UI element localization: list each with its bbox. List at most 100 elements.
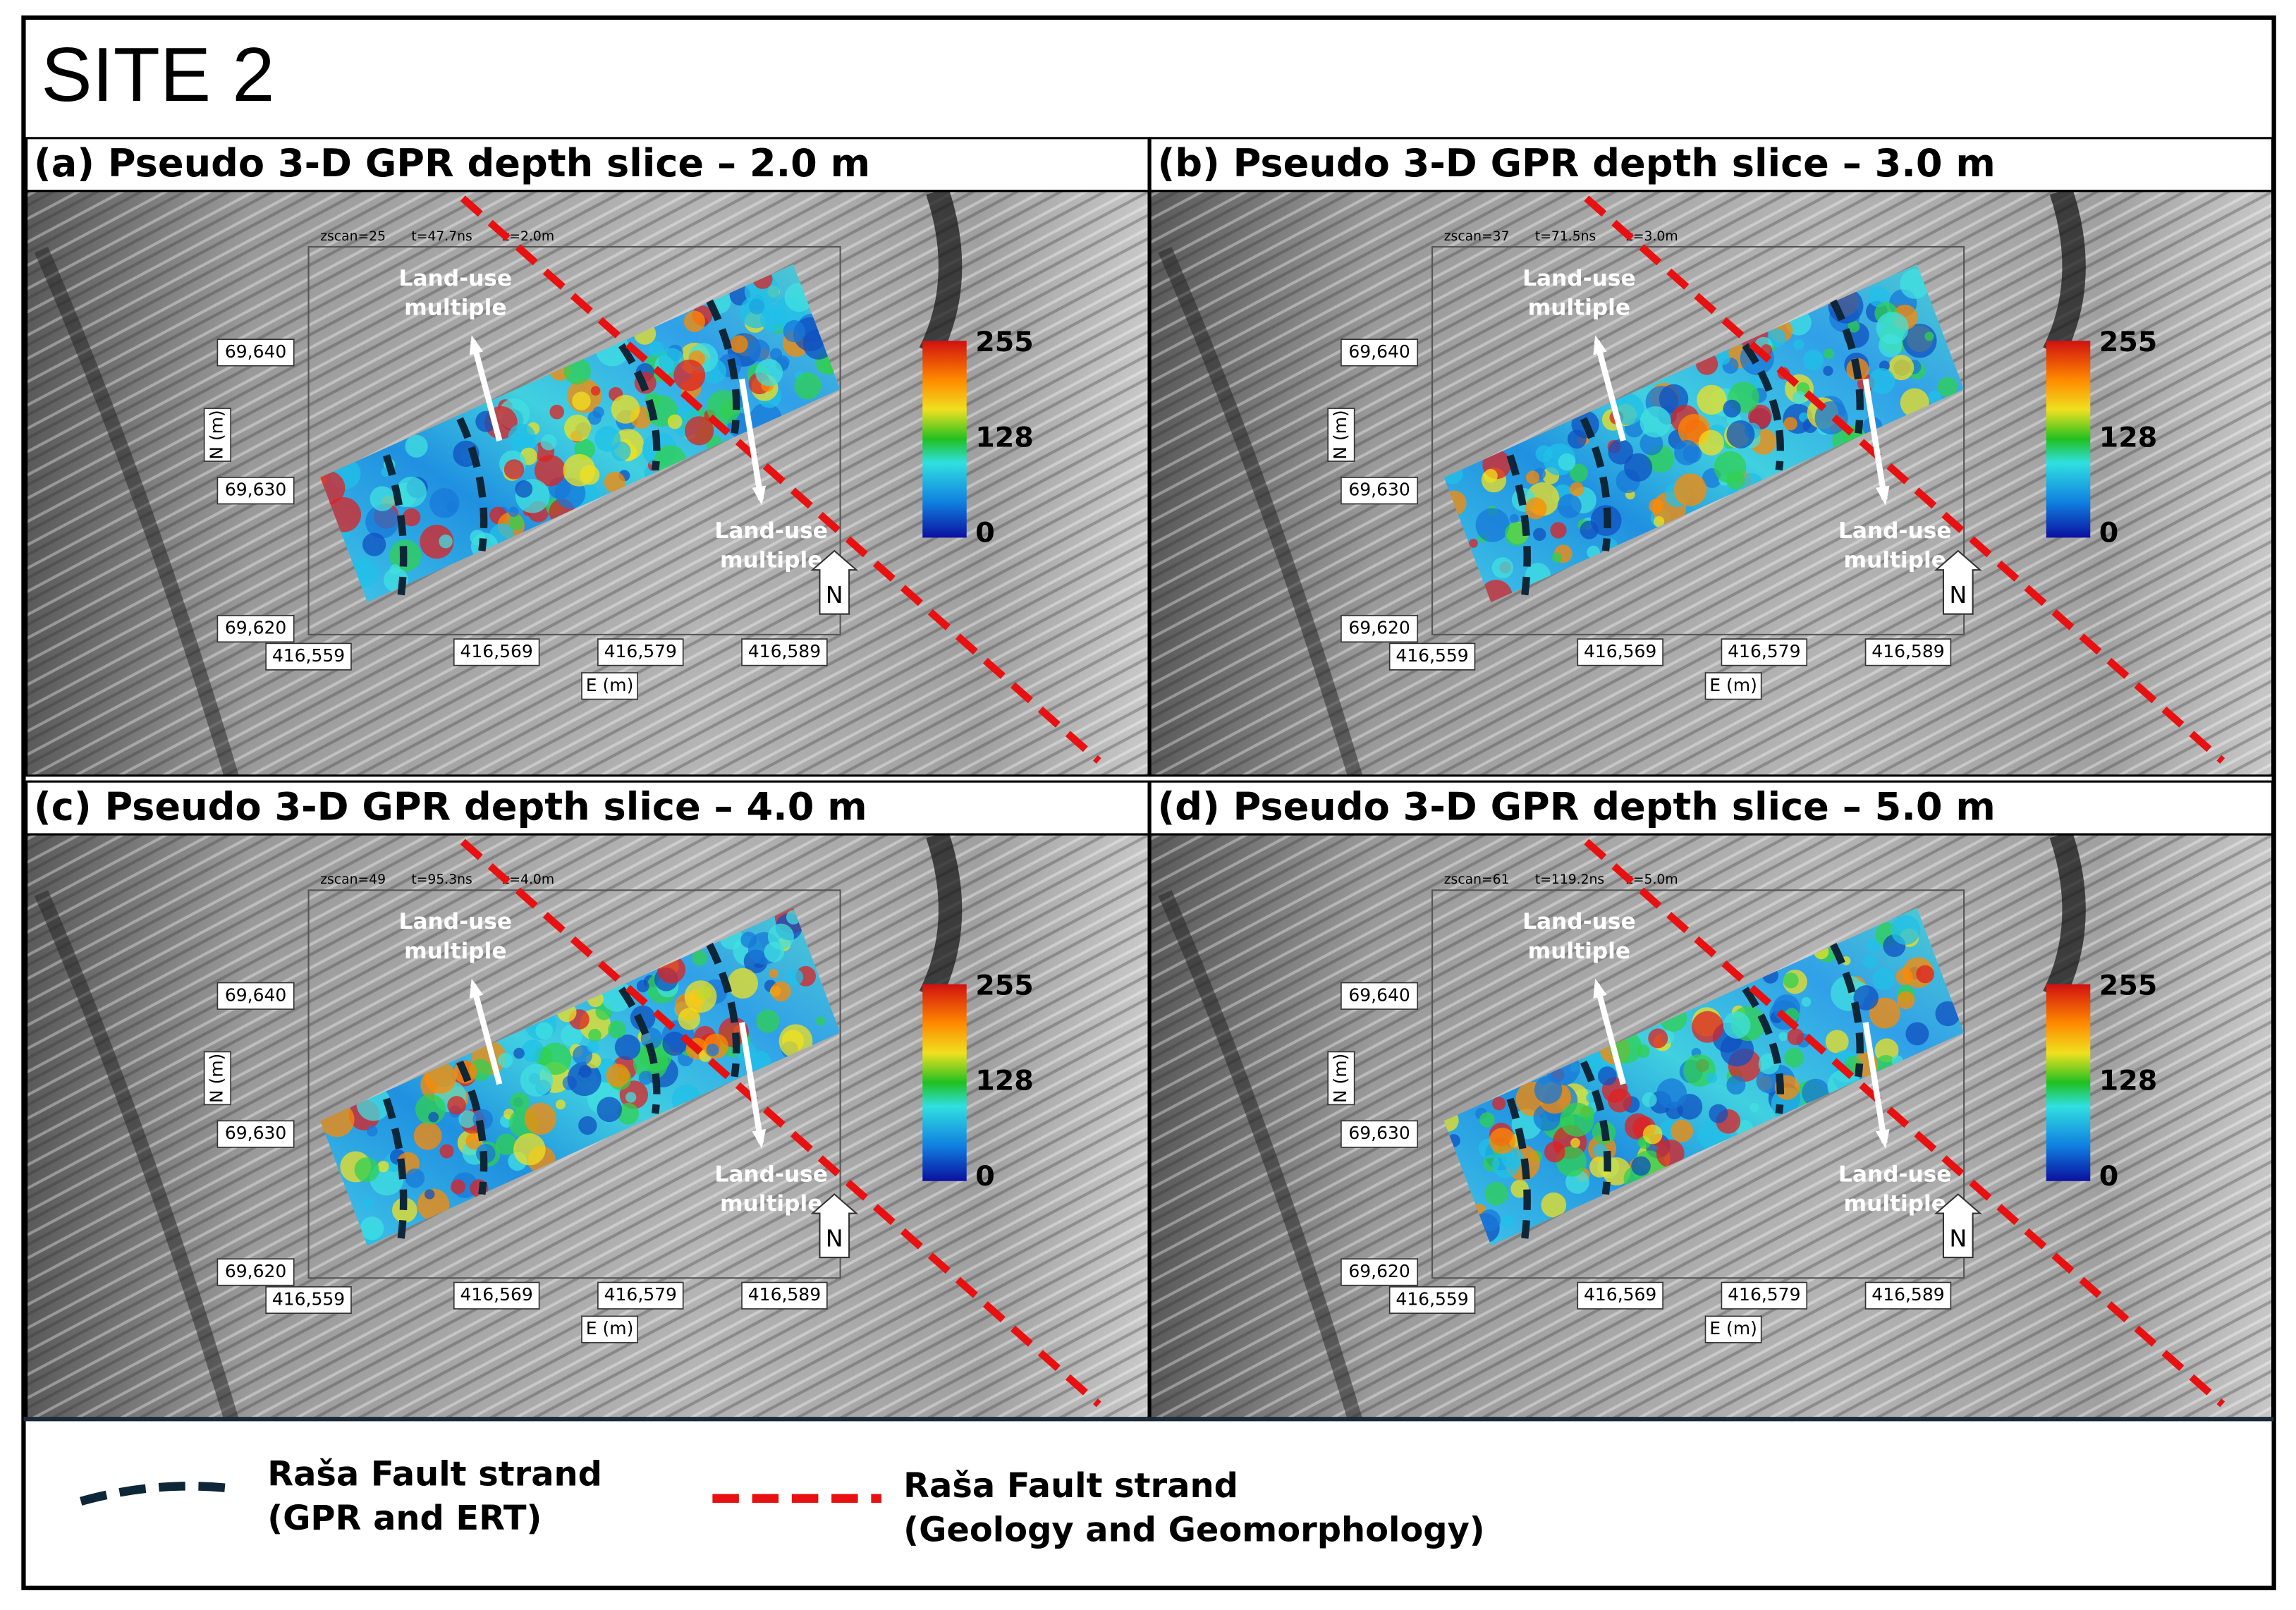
gpr-blob <box>578 1065 592 1078</box>
gpr-blob <box>630 1005 656 1031</box>
gpr-blob <box>439 535 453 549</box>
gpr-blob <box>786 968 804 986</box>
slice-info: z=5.0m <box>1626 872 1678 887</box>
gpr-blob <box>1597 1066 1617 1086</box>
colorbar <box>2046 341 2091 538</box>
gpr-blob <box>1866 938 1881 953</box>
y-axis-box <box>1327 1051 1355 1106</box>
y-label-box <box>216 982 295 1010</box>
gpr-fault <box>1830 299 1864 434</box>
gpr-blob <box>1802 349 1824 371</box>
arrow-head <box>1593 978 1607 999</box>
gpr-blob <box>617 1102 640 1125</box>
gpr-blob <box>1824 348 1835 360</box>
x-label-box <box>265 642 352 671</box>
y-label-box <box>216 339 295 367</box>
legend-label: (Geology and Geomorphology) <box>903 1511 1485 1550</box>
gpr-blob <box>362 1197 374 1209</box>
y-label-box <box>216 1258 295 1286</box>
x-label: 416,569 <box>1584 641 1656 661</box>
gpr-blob <box>450 1179 465 1195</box>
panel-header <box>25 780 1150 836</box>
gpr-blob <box>515 480 533 498</box>
gpr-blob <box>1570 482 1584 496</box>
gpr-blob <box>1639 432 1663 456</box>
gpr-blob <box>1673 473 1707 506</box>
gpr-fault <box>706 299 740 434</box>
slice-info: z=2.0m <box>503 229 555 244</box>
gpr-blob <box>1823 365 1833 376</box>
gpr-blob <box>539 1042 572 1075</box>
gpr-fault <box>618 986 661 1114</box>
arrow-head <box>469 978 484 999</box>
y-label: 69,630 <box>225 480 286 500</box>
slice-info: z=4.0m <box>503 872 555 887</box>
y-label: 69,640 <box>225 341 286 362</box>
gpr-blob <box>769 968 778 978</box>
map-panel: zscan=61 t=119.2ns z=5.0m Land-use multiple L… <box>1150 834 2273 1420</box>
gpr-blob <box>521 1039 544 1063</box>
north-arrow <box>810 549 859 615</box>
gpr-blob <box>1778 1032 1788 1042</box>
gpr-blob <box>1544 1141 1565 1163</box>
gpr-blob <box>1492 1097 1506 1111</box>
gpr-blob <box>1853 985 1879 1011</box>
colorbar-label: 128 <box>2099 421 2158 453</box>
x-label: 416,579 <box>1728 641 1800 661</box>
gpr-blob <box>1793 391 1806 405</box>
gpr-blob <box>1624 453 1653 482</box>
gpr-blob <box>1897 991 1915 1010</box>
gpr-blob <box>1787 1028 1805 1046</box>
x-label-box <box>597 1281 684 1310</box>
y-label: 69,640 <box>225 984 286 1005</box>
gpr-blob <box>510 1092 530 1112</box>
gpr-blob <box>1716 350 1730 365</box>
y-label-box <box>1341 1120 1419 1148</box>
gpr-blob <box>567 1061 602 1097</box>
gpr-blob <box>1783 972 1799 989</box>
colorbar-label: 0 <box>975 517 995 549</box>
x-axis-label-box <box>1704 672 1762 700</box>
gpr-blob <box>794 372 822 400</box>
gpr-blob <box>1697 384 1727 415</box>
y-label-box <box>1341 339 1419 367</box>
gpr-blob <box>503 459 525 480</box>
ridge <box>919 834 963 1001</box>
panel-title: (a) Pseudo 3-D GPR depth slice – 2.0 m <box>34 141 870 185</box>
gpr-blob <box>1927 390 1942 405</box>
annotation: Land-use <box>399 909 513 934</box>
x-label: 416,589 <box>748 641 821 661</box>
x-label-box <box>1388 1286 1476 1315</box>
gpr-blob <box>1509 513 1519 523</box>
y-label-box <box>216 477 295 505</box>
north-label: N <box>826 581 843 609</box>
annotation: Land-use <box>1838 1161 1952 1187</box>
gpr-blob <box>614 1034 641 1061</box>
gpr-blob <box>513 1133 546 1166</box>
gpr-blob <box>1801 996 1812 1007</box>
gpr-blob <box>320 471 346 505</box>
gpr-blob <box>1723 1011 1751 1039</box>
colorbar-label: 128 <box>2099 1065 2158 1097</box>
y-label: 69,630 <box>225 1123 286 1143</box>
gpr-blob <box>1608 439 1634 465</box>
gpr-blob <box>816 1016 826 1026</box>
gpr-blob <box>520 1063 554 1097</box>
geology-fault <box>460 838 1101 1408</box>
gpr-blob <box>673 359 706 391</box>
gpr-blob <box>706 390 741 425</box>
y-label-box <box>1341 477 1419 505</box>
x-label: 416,569 <box>1584 1284 1656 1305</box>
gpr-blob <box>1525 497 1547 520</box>
gpr-blob <box>1848 320 1860 333</box>
y-axis-box <box>1327 408 1355 462</box>
gpr-blob <box>692 950 708 966</box>
north-arrow <box>810 1193 859 1259</box>
annotation: Land-use <box>1522 266 1636 291</box>
gpr-blob <box>1489 1128 1516 1154</box>
arrow-head <box>469 335 484 355</box>
gpr-blob <box>1748 404 1772 429</box>
gpr-blob <box>1558 453 1576 471</box>
y-label: 69,620 <box>225 1261 286 1281</box>
